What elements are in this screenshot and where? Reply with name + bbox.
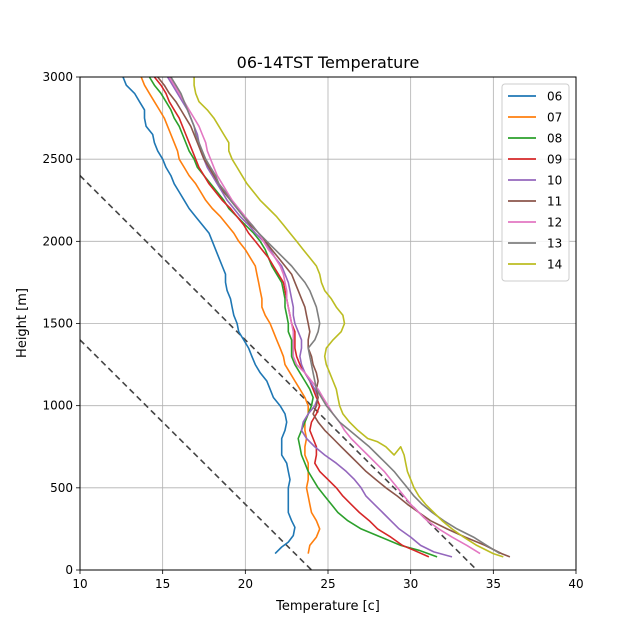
series-line-12 — [168, 77, 481, 555]
legend-label-06: 06 — [547, 90, 562, 104]
y-tick-label: 2000 — [42, 234, 73, 248]
series-line-06 — [122, 77, 296, 555]
y-tick-label: 500 — [50, 481, 73, 495]
legend-box — [501, 83, 570, 282]
y-tick-label: 0 — [65, 563, 73, 577]
series-line-13 — [170, 77, 501, 555]
x-tick-label: 30 — [403, 577, 418, 591]
reference-line-2 — [80, 339, 313, 570]
y-axis-ticks: 0 500 1000 1500 2000 2500 3000 — [42, 70, 80, 577]
series-line-14 — [193, 77, 504, 558]
x-axis-ticks: 10 15 20 25 30 35 40 — [72, 570, 584, 591]
series-line-08 — [148, 77, 438, 558]
y-tick-label: 1500 — [42, 317, 73, 331]
x-tick-label: 20 — [238, 577, 253, 591]
legend-label-14: 14 — [547, 258, 562, 272]
y-axis-label: Height [m] — [15, 288, 30, 358]
legend-label-11: 11 — [547, 195, 562, 209]
x-tick-label: 40 — [568, 577, 583, 591]
x-axis-label: Temperature [c] — [275, 599, 380, 614]
legend: 06 07 08 09 10 11 12 13 14 — [501, 83, 570, 282]
legend-label-13: 13 — [547, 237, 562, 251]
legend-label-10: 10 — [547, 174, 562, 188]
x-tick-label: 25 — [320, 577, 335, 591]
x-tick-label: 35 — [486, 577, 501, 591]
dry-adiabat-lines — [80, 175, 478, 570]
legend-label-12: 12 — [547, 216, 562, 230]
series-line-11 — [157, 77, 511, 558]
x-tick-label: 15 — [155, 577, 170, 591]
legend-label-09: 09 — [547, 153, 562, 167]
x-tick-label: 10 — [72, 577, 87, 591]
legend-label-07: 07 — [547, 111, 562, 125]
y-tick-label: 3000 — [42, 70, 73, 84]
series-line-07 — [140, 77, 321, 554]
series-lines — [122, 77, 511, 558]
y-tick-label: 2500 — [42, 152, 73, 166]
legend-label-08: 08 — [547, 132, 562, 146]
chart-title: 06-14TST Temperature — [237, 53, 420, 72]
reference-line-1 — [80, 175, 478, 570]
plot-area — [80, 77, 511, 570]
y-tick-label: 1000 — [42, 399, 73, 413]
